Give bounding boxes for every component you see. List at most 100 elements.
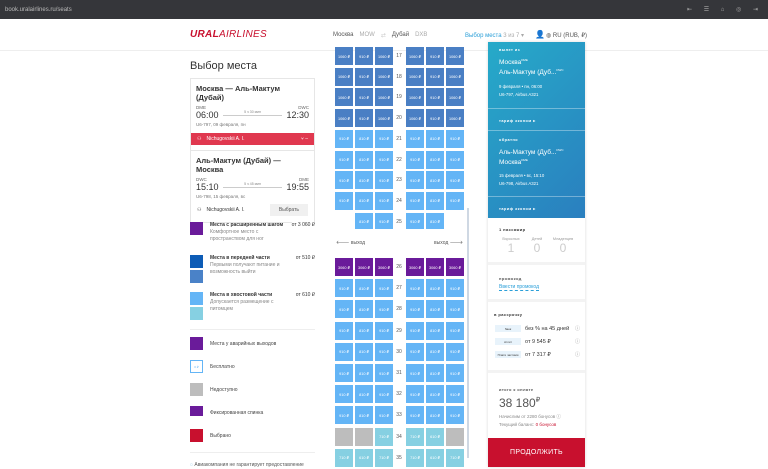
seat-23C[interactable]: 910 ₽ xyxy=(375,171,393,190)
seat-30B[interactable]: 810 ₽ xyxy=(355,342,373,361)
seat-32F[interactable]: 910 ₽ xyxy=(446,385,464,404)
seat-26A[interactable]: 3060 ₽ xyxy=(335,258,353,276)
seat-28D[interactable]: 910 ₽ xyxy=(406,300,424,319)
seat-17F[interactable]: 1060 ₽ xyxy=(446,47,464,65)
seat-26C[interactable]: 3060 ₽ xyxy=(375,258,393,276)
seat-31C[interactable]: 910 ₽ xyxy=(375,364,393,382)
seat-20B[interactable]: 910 ₽ xyxy=(355,109,373,128)
seat-19E[interactable]: 910 ₽ xyxy=(426,88,444,107)
seat-21C[interactable]: 910 ₽ xyxy=(375,129,393,148)
tariff-link-ret[interactable]: тариф эконом ▸ xyxy=(499,207,536,211)
url-field[interactable]: book.uralairlines.ru/seats xyxy=(5,6,72,13)
seat-29E[interactable]: 810 ₽ xyxy=(426,321,444,340)
select-seat-button[interactable]: Выбрать xyxy=(269,204,308,216)
seat-30E[interactable]: 810 ₽ xyxy=(426,342,444,361)
seat-32E[interactable]: 810 ₽ xyxy=(426,385,444,404)
seat-27A[interactable]: 910 ₽ xyxy=(335,279,353,298)
seat-35D[interactable]: 710 ₽ xyxy=(406,448,424,467)
seat-35B[interactable]: 610 ₽ xyxy=(355,448,373,467)
seat-20D[interactable]: 1060 ₽ xyxy=(406,109,424,128)
seat-33D[interactable]: 910 ₽ xyxy=(406,406,424,425)
seat-28B[interactable]: 810 ₽ xyxy=(355,300,373,319)
seat-22B[interactable]: 810 ₽ xyxy=(355,150,373,169)
seat-17A[interactable]: 1060 ₽ xyxy=(335,47,353,65)
seat-23B[interactable]: 810 ₽ xyxy=(355,171,373,190)
seat-28F[interactable]: 910 ₽ xyxy=(446,300,464,319)
seat-19D[interactable]: 1060 ₽ xyxy=(406,88,424,107)
seat-26D[interactable]: 3060 ₽ xyxy=(406,258,424,276)
seat-29B[interactable]: 810 ₽ xyxy=(355,321,373,340)
seat-27C[interactable]: 910 ₽ xyxy=(375,279,393,298)
seat-32D[interactable]: 910 ₽ xyxy=(406,385,424,404)
seat-33A[interactable]: 910 ₽ xyxy=(335,406,353,425)
seat-26B[interactable]: 3060 ₽ xyxy=(355,258,373,276)
seat-21D[interactable]: 910 ₽ xyxy=(406,129,424,148)
seat-25D[interactable]: 910 ₽ xyxy=(406,212,424,231)
seat-31A[interactable]: 910 ₽ xyxy=(335,364,353,382)
seat-31E[interactable]: 810 ₽ xyxy=(426,364,444,382)
flight-card-outbound[interactable]: Москва — Аль-Мактум (Дубай) DME DWC 06:00… xyxy=(190,78,315,153)
seat-28A[interactable]: 910 ₽ xyxy=(335,300,353,319)
seat-34D[interactable]: 710 ₽ xyxy=(406,427,424,446)
seat-24A[interactable]: 910 ₽ xyxy=(335,191,353,210)
seat-34C[interactable]: 710 ₽ xyxy=(375,427,393,446)
seat-23E[interactable]: 810 ₽ xyxy=(426,171,444,190)
seat-19C[interactable]: 1060 ₽ xyxy=(375,88,393,107)
seat-35F[interactable]: 710 ₽ xyxy=(446,448,464,467)
seat-25B[interactable]: 810 ₽ xyxy=(355,212,373,231)
seat-17D[interactable]: 1060 ₽ xyxy=(406,47,424,65)
seat-26F[interactable]: 3060 ₽ xyxy=(446,258,464,276)
seat-18C[interactable]: 1060 ₽ xyxy=(375,67,393,86)
seat-30F[interactable]: 910 ₽ xyxy=(446,342,464,361)
step-indicator[interactable]: Выбор места 3 из 7 ▾ xyxy=(465,33,525,39)
tariff-link-out[interactable]: тариф эконом ▸ xyxy=(499,119,536,123)
seat-26E[interactable]: 3060 ₽ xyxy=(426,258,444,276)
seat-27B[interactable]: 810 ₽ xyxy=(355,279,373,298)
installment-option[interactable]: Плати частями от 7 317 ₽ ⓘ xyxy=(495,351,580,358)
seat-18A[interactable]: 1060 ₽ xyxy=(335,67,353,86)
seat-25C[interactable]: 910 ₽ xyxy=(375,212,393,231)
seat-19B[interactable]: 910 ₽ xyxy=(355,88,373,107)
seat-22A[interactable]: 910 ₽ xyxy=(335,150,353,169)
seat-30D[interactable]: 910 ₽ xyxy=(406,342,424,361)
installment-option[interactable]: банк без % на 45 дней ⓘ xyxy=(495,325,580,332)
seat-18D[interactable]: 1060 ₽ xyxy=(406,67,424,86)
seat-32B[interactable]: 810 ₽ xyxy=(355,385,373,404)
seat-31B[interactable]: 810 ₽ xyxy=(355,364,373,382)
seat-29D[interactable]: 910 ₽ xyxy=(406,321,424,340)
seat-27E[interactable]: 810 ₽ xyxy=(426,279,444,298)
seat-27D[interactable]: 910 ₽ xyxy=(406,279,424,298)
seat-23D[interactable]: 910 ₽ xyxy=(406,171,424,190)
seat-21A[interactable]: 910 ₽ xyxy=(335,129,353,148)
seat-24F[interactable]: 910 ₽ xyxy=(446,191,464,210)
seat-21F[interactable]: 910 ₽ xyxy=(446,129,464,148)
seat-20F[interactable]: 1060 ₽ xyxy=(446,109,464,128)
language-selector[interactable]: ◍ RU (RUB, ₽) xyxy=(546,33,588,39)
user-icon[interactable]: 👤 xyxy=(535,30,545,39)
seat-20E[interactable]: 910 ₽ xyxy=(426,109,444,128)
route-selector[interactable]: Москва MOW ⇄ Дубай DXB xyxy=(333,32,428,39)
seat-25E[interactable]: 810 ₽ xyxy=(426,212,444,231)
seat-29C[interactable]: 910 ₽ xyxy=(375,321,393,340)
seat-24E[interactable]: 810 ₽ xyxy=(426,191,444,210)
seat-18E[interactable]: 910 ₽ xyxy=(426,67,444,86)
seat-22D[interactable]: 910 ₽ xyxy=(406,150,424,169)
passenger-row-selected[interactable]: ⚇ Nichugovskii A. I. ⑂ – xyxy=(191,133,314,145)
seat-22F[interactable]: 910 ₽ xyxy=(446,150,464,169)
flight-card-return[interactable]: Аль-Мактум (Дубай) — Москва DWC DME 15:10… xyxy=(190,150,315,223)
seat-23F[interactable]: 910 ₽ xyxy=(446,171,464,190)
seat-21B[interactable]: 810 ₽ xyxy=(355,129,373,148)
ural-airlines-logo[interactable]: URALAIRLINES xyxy=(190,29,267,40)
seat-22C[interactable]: 910 ₽ xyxy=(375,150,393,169)
seat-30A[interactable]: 910 ₽ xyxy=(335,342,353,361)
promo-code-link[interactable]: Ввести промокод xyxy=(499,284,540,291)
seat-20C[interactable]: 1060 ₽ xyxy=(375,109,393,128)
seat-29F[interactable]: 910 ₽ xyxy=(446,321,464,340)
seat-17B[interactable]: 910 ₽ xyxy=(355,47,373,65)
seat-31F[interactable]: 910 ₽ xyxy=(446,364,464,382)
seat-24B[interactable]: 810 ₽ xyxy=(355,191,373,210)
seatmap-scrollbar[interactable] xyxy=(467,208,469,458)
seat-18B[interactable]: 910 ₽ xyxy=(355,67,373,86)
seat-20A[interactable]: 1060 ₽ xyxy=(335,109,353,128)
seat-27F[interactable]: 910 ₽ xyxy=(446,279,464,298)
